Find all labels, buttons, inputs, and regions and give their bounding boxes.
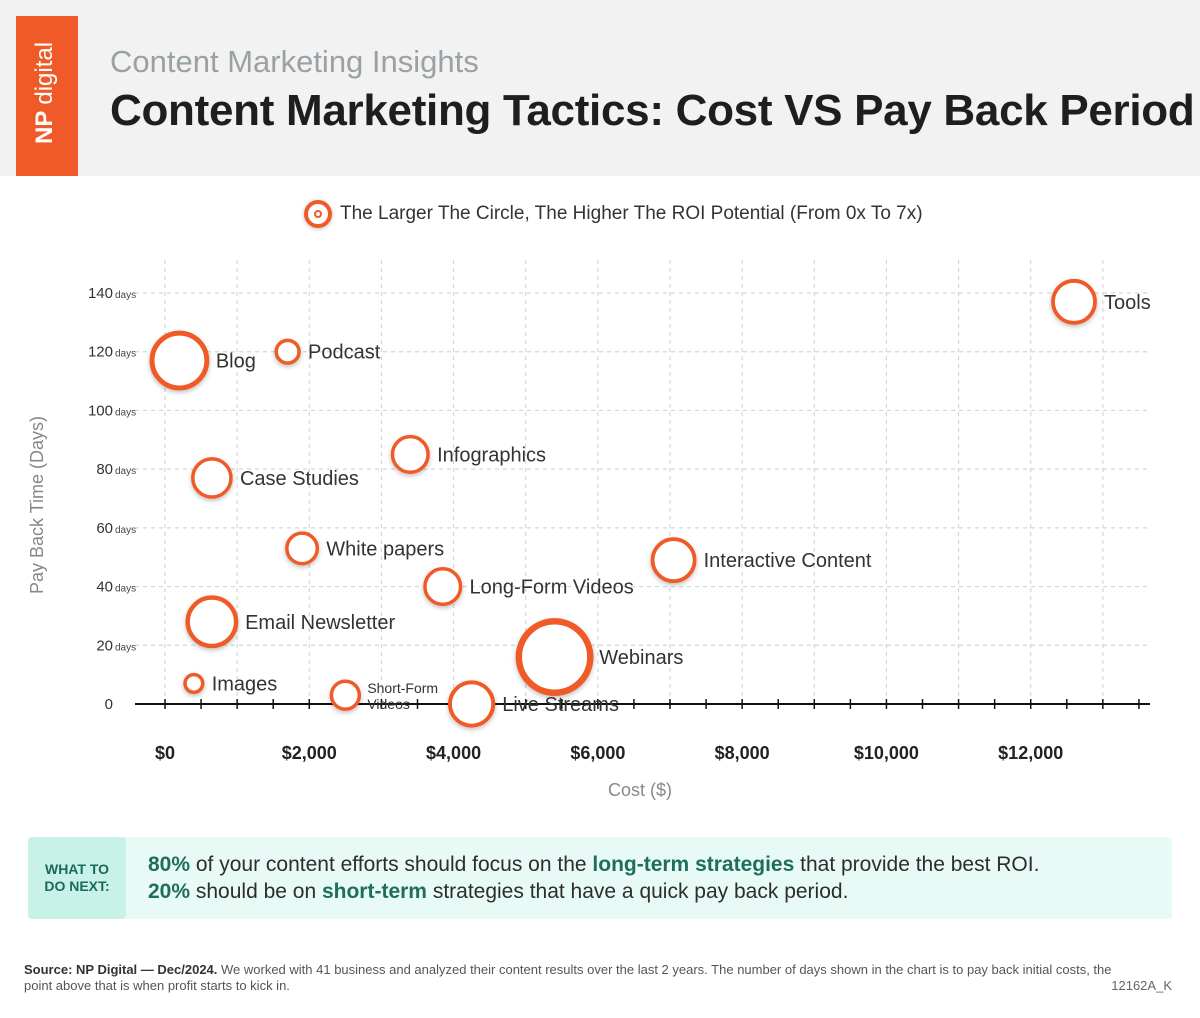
- callout-long-term: long-term strategies: [592, 853, 795, 876]
- bubble-label: Blog: [216, 351, 256, 373]
- callout-tag: WHAT TO DO NEXT:: [28, 837, 126, 919]
- bubble-label: Webinars: [599, 647, 683, 669]
- source-note: Source: NP Digital — Dec/2024. We worked…: [24, 962, 1114, 994]
- callout-line2-end: strategies that have a quick pay back pe…: [426, 880, 849, 903]
- bubble-label: Images: [212, 673, 278, 695]
- bubble-label: Infographics: [437, 444, 546, 466]
- x-tick-label: $4,000: [426, 743, 481, 763]
- bubble-long-form-videos: [423, 567, 463, 607]
- source-label: Source: NP Digital — Dec/2024.: [24, 962, 218, 977]
- header-banner: NP digital Content Marketing Insights Con…: [0, 0, 1200, 176]
- x-tick-label: $10,000: [854, 743, 919, 763]
- bubble-white-papers: [285, 531, 320, 566]
- y-tick-label: 140: [88, 285, 113, 302]
- bubble-label: Case Studies: [240, 468, 359, 490]
- callout-80-percent: 80%: [148, 853, 191, 876]
- bubble-short-form-videos: [329, 679, 362, 711]
- bubble-live-streams: [448, 680, 496, 728]
- y-axis-title: Pay Back Time (Days): [27, 416, 47, 594]
- y-tick-unit: days: [115, 642, 136, 653]
- what-to-do-next-callout: WHAT TO DO NEXT: 80% of your content eff…: [28, 837, 1172, 919]
- y-tick-unit: days: [115, 525, 136, 536]
- y-tick-unit: days: [115, 290, 136, 301]
- callout-short-term: short-term: [321, 880, 427, 903]
- image-code: 12162A_K: [1111, 978, 1172, 993]
- bubble-label: White papers: [326, 538, 444, 560]
- y-tick-unit: days: [115, 466, 136, 477]
- x-axis-title: Cost ($): [608, 780, 672, 800]
- y-tick-unit: days: [115, 349, 136, 360]
- bubble-case-studies: [191, 457, 233, 499]
- y-tick-label: 40: [96, 579, 113, 596]
- bubble-blog: [149, 330, 210, 391]
- bubble-infographics: [390, 434, 430, 475]
- callout-line-1: 80% of your content efforts should focus…: [148, 853, 1039, 877]
- logo-np: NP: [31, 110, 58, 144]
- bubble-tools: [1051, 278, 1097, 325]
- callout-line2-text: should be on: [190, 880, 322, 903]
- bubble-label: Email Newsletter: [245, 612, 395, 634]
- bubble-label: Live Streams: [502, 694, 619, 716]
- bubble-label: Tools: [1104, 292, 1151, 314]
- np-digital-logo: [16, 16, 78, 176]
- bubble-label: Long-Form Videos: [470, 577, 634, 599]
- logo-digital: digital: [31, 41, 58, 105]
- x-tick-label: $2,000: [282, 743, 337, 763]
- bubble-images: [183, 672, 205, 695]
- y-tick-label: 60: [96, 520, 113, 537]
- legend-text: The Larger The Circle, The Higher The RO…: [340, 203, 923, 224]
- y-tick-unit: days: [115, 584, 136, 595]
- logo-text: NP digital: [31, 42, 59, 144]
- callout-line1-end: that provide the best ROI.: [794, 853, 1040, 876]
- callout-tag-text: WHAT TO DO NEXT:: [44, 861, 110, 894]
- y-tick-label: 100: [88, 402, 113, 419]
- callout-line1-text: of your content efforts should focus on …: [190, 853, 593, 876]
- bubble-podcast: [274, 338, 301, 365]
- x-tick-label: $8,000: [715, 743, 770, 763]
- bubble-interactive-content: [650, 537, 697, 584]
- callout-20-percent: 20%: [148, 880, 191, 903]
- y-tick-unit: days: [115, 407, 136, 418]
- page-title: Content Marketing Tactics: Cost VS Pay B…: [110, 86, 1195, 135]
- callout-line-2: 20% should be on short-term strategies t…: [148, 880, 848, 904]
- page-subtitle: Content Marketing Insights: [110, 44, 479, 79]
- x-tick-label: $12,000: [998, 743, 1063, 763]
- x-tick-label: $0: [155, 743, 175, 763]
- bubble-email-newsletter: [185, 595, 239, 649]
- bubble-label: Interactive Content: [704, 550, 872, 572]
- chart-legend: The Larger The Circle, The Higher The RO…: [304, 200, 923, 228]
- y-tick-label: 0: [105, 696, 113, 713]
- bubble-label: Podcast: [308, 342, 381, 364]
- bubble-webinars: [515, 618, 594, 696]
- y-tick-label: 20: [96, 637, 113, 654]
- y-tick-label: 120: [88, 344, 113, 361]
- circle-target-icon: [304, 200, 332, 228]
- bubble-label: Short-Form Videos: [367, 680, 438, 712]
- x-tick-label: $6,000: [570, 743, 625, 763]
- y-tick-label: 80: [96, 461, 113, 478]
- source-text: We worked with 41 business and analyzed …: [24, 962, 1112, 993]
